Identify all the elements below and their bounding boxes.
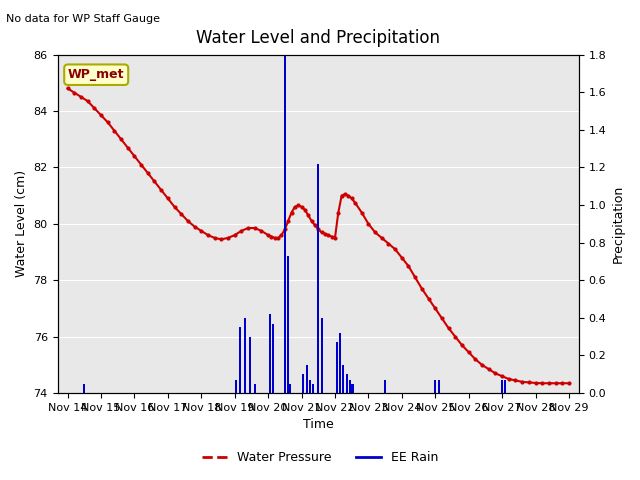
Bar xyxy=(244,318,246,393)
Text: No data for WP Staff Gauge: No data for WP Staff Gauge xyxy=(6,14,161,24)
Bar xyxy=(289,384,291,393)
Bar xyxy=(312,384,314,393)
Bar xyxy=(339,333,341,393)
Bar xyxy=(236,380,237,393)
Bar xyxy=(351,384,353,393)
Title: Water Level and Precipitation: Water Level and Precipitation xyxy=(196,29,440,48)
Bar xyxy=(317,164,319,393)
Bar xyxy=(253,384,256,393)
Bar xyxy=(438,380,440,393)
Bar xyxy=(239,327,241,393)
Bar xyxy=(284,55,286,393)
Bar xyxy=(349,380,351,393)
Bar xyxy=(83,384,85,393)
Y-axis label: Precipitation: Precipitation xyxy=(612,185,625,263)
Bar xyxy=(302,374,304,393)
Bar xyxy=(342,365,344,393)
Bar xyxy=(353,384,355,393)
Bar xyxy=(321,318,323,393)
Bar xyxy=(309,380,311,393)
Bar xyxy=(249,336,251,393)
Bar xyxy=(434,380,436,393)
Y-axis label: Water Level (cm): Water Level (cm) xyxy=(15,170,28,277)
Legend: Water Pressure, EE Rain: Water Pressure, EE Rain xyxy=(196,446,444,469)
Bar xyxy=(346,374,348,393)
Bar xyxy=(272,324,274,393)
X-axis label: Time: Time xyxy=(303,419,333,432)
Bar xyxy=(269,314,271,393)
Bar xyxy=(501,380,503,393)
Bar xyxy=(504,380,506,393)
Bar xyxy=(287,256,289,393)
Bar xyxy=(384,380,386,393)
Text: WP_met: WP_met xyxy=(68,68,124,81)
Bar xyxy=(305,365,308,393)
Bar xyxy=(335,342,338,393)
